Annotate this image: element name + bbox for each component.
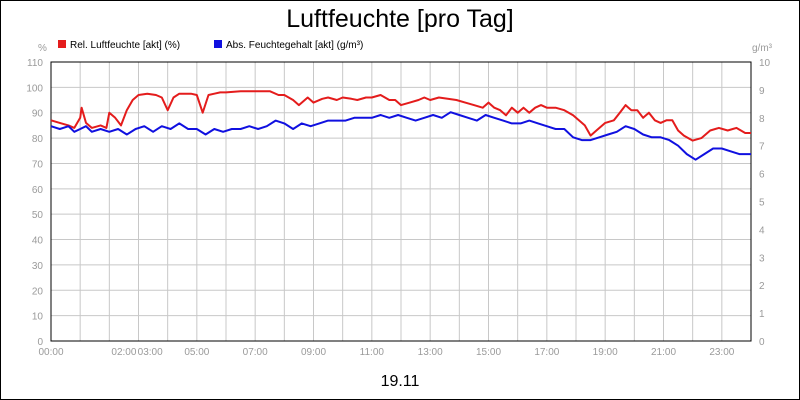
legend-label-abs-humidity: Abs. Feuchtegehalt [akt] (g/m³) xyxy=(226,40,363,51)
x-tick-label: 02:00 xyxy=(111,347,136,358)
x-tick-label: 23:00 xyxy=(709,347,734,358)
y-left-tick-label: 10 xyxy=(32,312,44,323)
y-right-tick-label: 10 xyxy=(759,58,771,69)
x-tick-label: 19:00 xyxy=(593,347,618,358)
series xyxy=(50,90,751,161)
y-left-tick-label: 60 xyxy=(32,185,44,196)
y-left-tick-label: 50 xyxy=(32,210,44,221)
y-left-tick-label: 110 xyxy=(27,58,43,69)
y-left-tick-label: 20 xyxy=(32,286,44,297)
y-left-unit: % xyxy=(38,43,47,54)
y-left-tick-label: 40 xyxy=(32,236,44,247)
x-tick-label: 21:00 xyxy=(651,347,676,358)
x-tick-label: 17:00 xyxy=(534,347,559,358)
x-tick-label: 13:00 xyxy=(418,347,443,358)
y-right-tick-label: 7 xyxy=(759,142,765,153)
y-left-tick-label: 30 xyxy=(32,261,44,272)
y-right-tick-label: 5 xyxy=(759,198,765,209)
legend: Rel. Luftfeuchte [akt] (%) Abs. Feuchteg… xyxy=(58,40,363,51)
y-right-tick-label: 3 xyxy=(759,253,765,264)
x-tick-label: 15:00 xyxy=(476,347,501,358)
chart-title: Luftfeuchte [pro Tag] xyxy=(286,5,513,33)
series-line-rel-humidity xyxy=(50,90,751,142)
tick-labels: 0 10 20 30 40 50 60 70 80 90 100 110 0 1 2 3 4 5 6 7 8 9 10 00:… xyxy=(26,58,770,358)
x-tick-label: 07:00 xyxy=(243,347,268,358)
plot-area xyxy=(50,61,752,342)
x-tick-label: 00:00 xyxy=(38,347,63,358)
y-left-tick-label: 80 xyxy=(32,134,44,145)
legend-label-rel-humidity: Rel. Luftfeuchte [akt] (%) xyxy=(70,40,180,51)
legend-swatch-rel-humidity xyxy=(58,40,66,48)
y-right-tick-label: 4 xyxy=(759,225,765,236)
x-tick-label: 11:00 xyxy=(360,347,385,358)
x-tick-label: 03:00 xyxy=(138,347,163,358)
y-right-tick-label: 0 xyxy=(759,337,765,348)
grid xyxy=(50,61,752,342)
y-left-tick-label: 0 xyxy=(37,337,43,348)
y-right-tick-label: 6 xyxy=(759,170,765,181)
y-right-tick-label: 9 xyxy=(759,86,765,97)
y-right-tick-label: 8 xyxy=(759,114,765,125)
x-tick-label: 09:00 xyxy=(301,347,326,358)
x-tick-label: 05:00 xyxy=(184,347,209,358)
y-left-tick-label: 70 xyxy=(32,159,44,170)
y-right-tick-label: 2 xyxy=(759,281,765,292)
x-axis-date-label: 19.11 xyxy=(381,373,420,390)
legend-swatch-abs-humidity xyxy=(214,40,222,48)
y-right-tick-label: 1 xyxy=(759,309,765,320)
y-left-tick-label: 90 xyxy=(32,109,44,120)
series-line-abs-humidity xyxy=(50,111,751,161)
y-right-unit: g/m³ xyxy=(752,43,773,54)
y-left-tick-label: 100 xyxy=(26,83,43,94)
